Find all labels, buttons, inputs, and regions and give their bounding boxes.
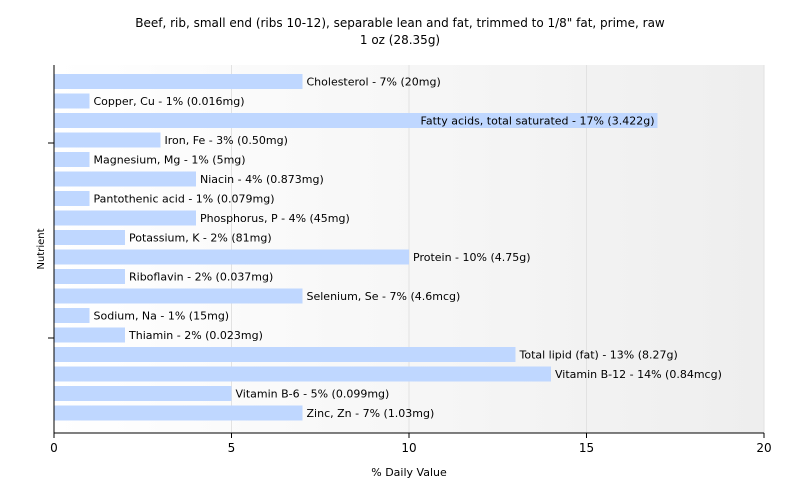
bar-label: Selenium, Se - 7% (4.6mcg) [307,290,461,303]
bar-label: Cholesterol - 7% (20mg) [307,76,441,89]
x-axis-label: % Daily Value [371,466,447,479]
bar-label: Protein - 10% (4.75g) [413,251,531,264]
bar [54,210,196,226]
bar-labels: Cholesterol - 7% (20mg) Copper, Cu - 1% (… [94,76,722,421]
bar-label: Iron, Fe - 3% (0.50mg) [165,134,288,147]
bar [54,269,125,284]
bar [54,74,303,89]
bar-label: Copper, Cu - 1% (0.016mg) [94,95,245,108]
bar-label: Riboflavin - 2% (0.037mg) [129,271,273,284]
bar [54,230,125,245]
bar [54,113,658,128]
bar-label: Potassium, K - 2% (81mg) [129,232,272,245]
bar [54,347,516,362]
bar [54,191,90,206]
x-tick-label: 15 [579,441,594,455]
bar-label: Vitamin B-12 - 14% (0.84mcg) [555,368,722,381]
bar [54,288,303,304]
x-tick-label: 10 [401,441,416,455]
bar-label: Pantothenic acid - 1% (0.079mg) [94,193,275,206]
bar-label: Fatty acids, total saturated - 17% (3.42… [421,115,655,128]
x-tick-label: 5 [228,441,236,455]
bar [54,171,196,187]
axes: 0 5 10 15 20 [48,65,772,455]
x-tick-label: 20 [756,441,771,455]
bar-label: Total lipid (fat) - 13% (8.27g) [519,349,678,362]
bar-label: Niacin - 4% (0.873mg) [200,173,324,186]
x-tick-label: 0 [50,441,58,455]
bar [54,327,125,343]
bar [54,386,232,401]
y-axis-label: Nutrient [36,228,47,269]
bar [54,249,409,265]
bar [54,132,161,148]
bar [54,308,90,323]
chart-subtitle: 1 oz (28.35g) [360,33,440,47]
bar-label: Magnesium, Mg - 1% (5mg) [94,154,246,167]
bar-label: Sodium, Na - 1% (15mg) [94,310,230,323]
bar-label: Thiamin - 2% (0.023mg) [128,329,263,342]
bars [54,74,658,421]
bar [54,93,90,109]
bar-label: Phosphorus, P - 4% (45mg) [200,212,350,225]
bar-label: Zinc, Zn - 7% (1.03mg) [307,407,435,420]
bar-label: Vitamin B-6 - 5% (0.099mg) [236,388,390,401]
bar [54,152,90,167]
chart-title: Beef, rib, small end (ribs 10-12), separ… [135,16,665,30]
bar [54,366,551,382]
bar [54,405,303,421]
